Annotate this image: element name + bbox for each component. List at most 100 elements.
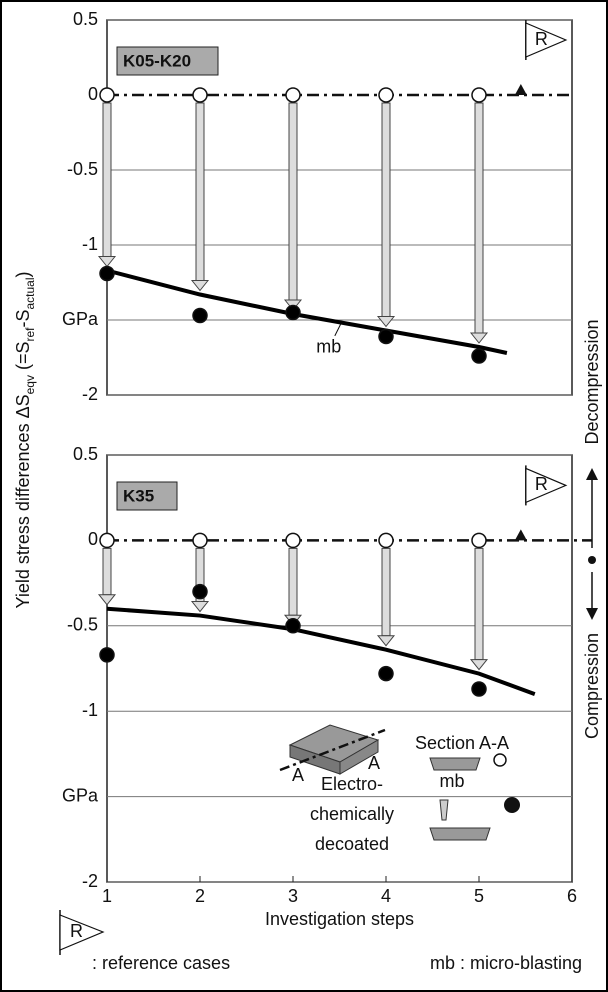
reference-point [192,532,208,549]
fit-curve [106,606,536,696]
y-axis-label: Yield stress differences ΔSeqv (=Sref-Sa… [13,271,37,608]
reference-point [378,87,394,103]
section-mark: A [292,765,304,785]
arrow-shaft [474,102,484,334]
y-tick-label: -2 [82,871,98,891]
data-point [192,307,208,324]
inset-open-dot [493,753,507,767]
y-label-part: (=S [13,342,33,376]
inset-text: decoated [315,834,389,854]
flag [525,22,568,58]
flag-letter: R [535,474,548,494]
arrow-shaft [195,102,205,281]
data-point [285,304,301,321]
reference-point [99,532,115,549]
reference-point [285,87,301,103]
right-label: Compression [582,633,602,739]
inset-text: mb [439,771,464,791]
data-point [99,647,115,663]
arrow-head [586,608,598,620]
inset-text: Electro- [321,774,383,794]
data-point [192,583,208,600]
arrow-head [376,316,396,328]
panel-label-box [116,46,219,76]
y-label-part: ref [23,327,37,342]
arrow-head [190,280,210,292]
flag [525,467,568,504]
arrow-head [97,594,117,606]
y-tick-label: 0.5 [73,444,98,464]
reference-point [471,87,487,103]
section-line [279,728,386,772]
fit-curve [106,268,508,355]
data-point [378,665,394,682]
x-tick-label: 4 [381,886,391,906]
inset-filled-dot [504,797,520,813]
y-tick-label: -0.5 [67,159,98,179]
panel-label: K35 [123,486,154,505]
y-label-part: eqv [23,375,37,394]
section-mark: A [368,753,380,773]
y-label-part: -S [13,310,33,328]
arrow-head [469,659,489,671]
reference-point [378,532,394,549]
right-label: Decompression [582,319,602,444]
flag-letter: R [535,29,548,49]
y-tick-label: GPa [62,785,99,805]
y-tick-label: 0 [88,529,98,549]
x-axis-label: Investigation steps [265,909,414,929]
inset-text: Section A-A [415,733,509,753]
footer-text: : reference cases [92,953,230,973]
data-point [471,348,487,364]
data-point [285,618,301,634]
arrow-shaft [381,547,391,637]
arrow-shaft [288,102,298,301]
flag [59,914,105,951]
y-tick-label: -0.5 [67,615,98,635]
inset-text: chemically [310,804,394,824]
arrow-head [586,468,598,480]
arrow-head [190,601,210,613]
y-tick-label: 0.5 [73,9,98,29]
nozzle [439,799,449,821]
x-tick-label: 6 [567,886,577,906]
data-point [471,681,487,697]
x-tick-label: 1 [102,886,112,906]
reference-point [99,87,115,103]
y-tick-label: -1 [82,234,98,254]
reference-marker [514,529,527,541]
y-tick-label: -2 [82,384,98,404]
data-point [99,265,115,282]
y-tick-label: 0 [88,84,98,104]
arrow-shaft [288,547,298,616]
arrow-head [97,256,117,268]
inset: A A Electro- chemically decoated Section… [279,724,520,854]
y-label-part: Yield stress differences ΔS [13,394,33,608]
section-tray [429,827,491,841]
arrow-shaft [381,102,391,317]
panel-label-box [116,481,178,511]
reference-marker [514,84,527,95]
arrow-head [376,635,396,647]
y-label-part: actual [23,277,37,309]
y-label-part: ) [13,271,33,277]
curve-leader [334,323,342,337]
reference-point [285,532,301,549]
flag-letter: R [70,921,83,941]
x-tick-label: 5 [474,886,484,906]
section-tray [429,757,481,771]
x-tick-label: 3 [288,886,298,906]
specimen-side [339,739,379,775]
panel-label: K05-K20 [123,51,191,70]
y-tick-label: GPa [62,309,99,329]
x-tick-label: 2 [195,886,205,906]
origin-dot [588,556,596,564]
arrow-shaft [102,102,112,257]
arrow-head [469,332,489,344]
y-tick-label: -1 [82,700,98,720]
reference-point [192,87,208,103]
footer-text: mb : micro-blasting [430,953,582,973]
